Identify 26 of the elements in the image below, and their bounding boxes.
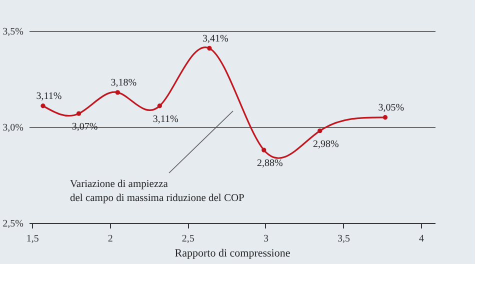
y-tick-label: 3,0% [2,122,24,134]
x-tick-label: 2 [108,234,113,244]
point [318,128,322,134]
data-label: 2,88% [256,158,283,170]
x-tick-label: 2,5 [182,234,194,244]
annotation: Variazione di ampiezza del campo di massima riduzione del COP [70,179,245,204]
point [262,148,266,152]
point [382,115,388,120]
point [76,111,82,116]
point [40,104,46,108]
x-axis-title: Rapporto di compressione [174,248,290,260]
data-label: 3,11% [152,114,178,125]
x-tick-label: 1,5 [26,234,39,244]
data-label: 2,98% [312,138,339,150]
x-tick-label: 4 [419,234,424,244]
data-label: 3,18% [110,77,137,88]
point [207,46,212,51]
data-label: 3,11% [36,90,62,102]
data-label: 3,41% [202,33,228,44]
point [115,90,120,95]
x-tick-label: 3,5 [337,234,350,244]
data-label: 3,05% [378,102,404,114]
y-tick-label: 2,5% [2,218,24,230]
y-tick-label: 3,5% [2,26,24,38]
x-tick-label: 3 [263,234,268,244]
point [157,104,162,108]
